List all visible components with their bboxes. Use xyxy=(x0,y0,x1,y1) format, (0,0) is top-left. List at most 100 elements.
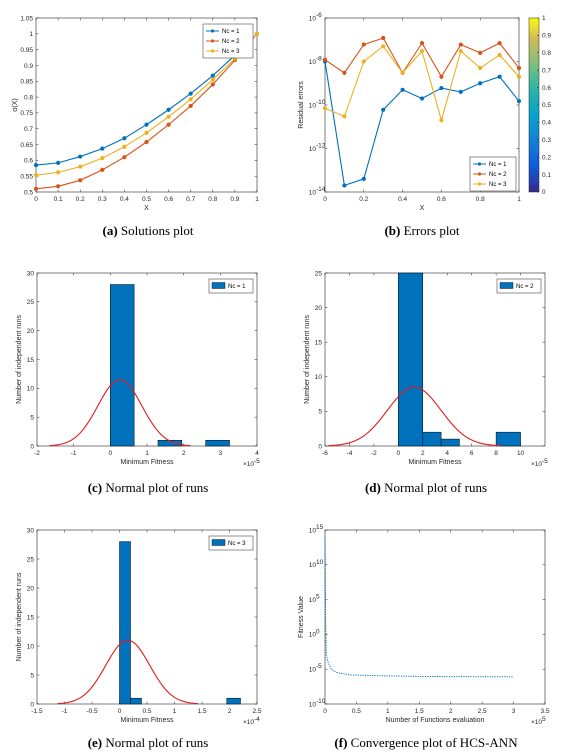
y-axis-label: Number of independent runs xyxy=(304,315,311,404)
legend-marker xyxy=(210,49,215,53)
data-point xyxy=(439,85,444,91)
data-point xyxy=(56,170,61,175)
data-point xyxy=(458,42,463,47)
convergence-line xyxy=(324,536,514,678)
histogram-bar xyxy=(226,697,241,705)
y-tick-label: 30 xyxy=(27,270,35,277)
x-tick-label: 0.8 xyxy=(476,196,485,203)
data-point xyxy=(361,59,366,64)
data-point xyxy=(144,130,149,135)
y-axis-label: α(X) xyxy=(12,98,19,111)
data-point xyxy=(516,74,522,79)
legend-marker xyxy=(477,172,482,176)
data-point xyxy=(419,96,425,101)
y-tick-exponent: -8 xyxy=(316,56,322,63)
legend-swatch xyxy=(499,282,514,289)
data-point xyxy=(497,52,502,58)
data-point xyxy=(56,184,61,189)
x-tick-label: 1 xyxy=(173,708,177,715)
y-tick-label: 0 xyxy=(30,443,34,450)
histogram-bar xyxy=(130,697,142,705)
y-tick-label: 5 xyxy=(30,672,34,679)
y-tick-label: 25 xyxy=(315,270,323,277)
x-tick-label: 0.9 xyxy=(230,196,239,203)
data-point xyxy=(516,99,522,104)
colorbar-tick-label: 0.8 xyxy=(542,50,551,57)
colorbar-tick-label: 0.7 xyxy=(542,67,551,74)
colorbar-tick-label: 0.2 xyxy=(542,154,551,161)
data-point xyxy=(381,44,386,49)
data-point xyxy=(188,103,193,109)
x-tick-label: 0 xyxy=(109,450,113,457)
x-multiplier: ×10 xyxy=(243,461,254,468)
caption-label: (a) xyxy=(102,223,117,238)
data-point xyxy=(400,70,405,75)
data-point xyxy=(342,183,347,188)
y-tick-exponent: 5 xyxy=(316,594,320,601)
y-tick-label: 0 xyxy=(30,701,34,708)
x-tick-label: 2 xyxy=(449,708,453,715)
caption-text: Solutions plot xyxy=(118,223,194,238)
y-tick-label: 10 xyxy=(27,643,35,650)
x-tick-label: -1 xyxy=(62,708,68,715)
y-tick-label: 10 xyxy=(315,374,323,381)
x-tick-label: 0 xyxy=(397,450,401,457)
data-point xyxy=(497,74,502,79)
legend-marker xyxy=(210,39,215,43)
x-tick-label: 3.5 xyxy=(540,708,549,715)
y-axis-label: Number of independent runs xyxy=(16,572,23,661)
y-axis-label: Fitness Value xyxy=(298,596,305,638)
legend-label: Nc = 1 xyxy=(489,162,507,168)
x-tick-label: 0 xyxy=(118,708,122,715)
y-tick-label: 0.85 xyxy=(20,79,33,86)
x-tick-label: 2.5 xyxy=(478,708,487,715)
x-tick-label: -6 xyxy=(322,450,328,457)
caption-label: (d) xyxy=(365,480,381,495)
legend-swatch xyxy=(211,539,226,546)
panel-caption: (a) Solutions plot xyxy=(102,223,193,238)
x-tick-label: 0.5 xyxy=(142,708,151,715)
data-point xyxy=(78,164,83,169)
x-tick-label: -0.5 xyxy=(86,708,98,715)
x-tick-label: 0.2 xyxy=(76,196,85,203)
data-point xyxy=(122,144,127,149)
y-tick-label: 0.5 xyxy=(24,189,33,196)
data-point xyxy=(478,50,483,55)
x-tick-label: 0 xyxy=(34,196,38,203)
panel-caption: (d) Normal plot of runs xyxy=(365,480,487,495)
y-tick-label: 0 xyxy=(318,443,322,450)
y-tick-label: 0.65 xyxy=(20,142,33,149)
y-tick-label: 0.9 xyxy=(24,63,33,70)
y-tick-label: 5 xyxy=(318,409,322,416)
caption-text: Normal plot of runs xyxy=(102,480,208,495)
y-tick-exponent: -10 xyxy=(316,698,326,705)
x-axis-label: Minimum Fitness xyxy=(121,717,174,724)
data-point xyxy=(78,178,83,183)
y-tick-label: 15 xyxy=(27,357,35,364)
chart-solutions: 0 0.1 0.2 0.3 0.4 0.5 0.6 0.7 0.8 0.9 1 0.5 0.55 0.6 0… xyxy=(12,15,259,238)
x-tick-label: 0.3 xyxy=(98,196,107,203)
data-point xyxy=(210,73,215,78)
legend-label: Nc = 2 xyxy=(222,39,240,45)
x-tick-label: -1 xyxy=(71,450,77,457)
histogram-bar xyxy=(398,272,424,447)
x-tick-label: 0.7 xyxy=(186,196,195,203)
caption-label: (c) xyxy=(88,480,102,495)
legend-label: Nc = 1 xyxy=(228,284,246,290)
y-tick-label: 10 xyxy=(27,386,35,393)
x-axis-label: X xyxy=(144,205,149,212)
data-point xyxy=(458,89,463,95)
x-tick-label: 1 xyxy=(255,196,259,203)
colorbar-tick-label: 0.4 xyxy=(542,120,551,127)
caption-text: Normal plot of runs xyxy=(381,480,487,495)
y-tick-label: 30 xyxy=(27,527,35,534)
y-tick-label: 15 xyxy=(27,614,35,621)
histogram-bar xyxy=(119,541,131,705)
colorbar-tick-label: 0 xyxy=(542,189,546,196)
y-tick-label: 20 xyxy=(27,328,35,335)
data-point xyxy=(166,122,171,127)
x-tick-label: 1 xyxy=(517,196,521,203)
y-axis-label: Residual errors xyxy=(298,81,305,129)
